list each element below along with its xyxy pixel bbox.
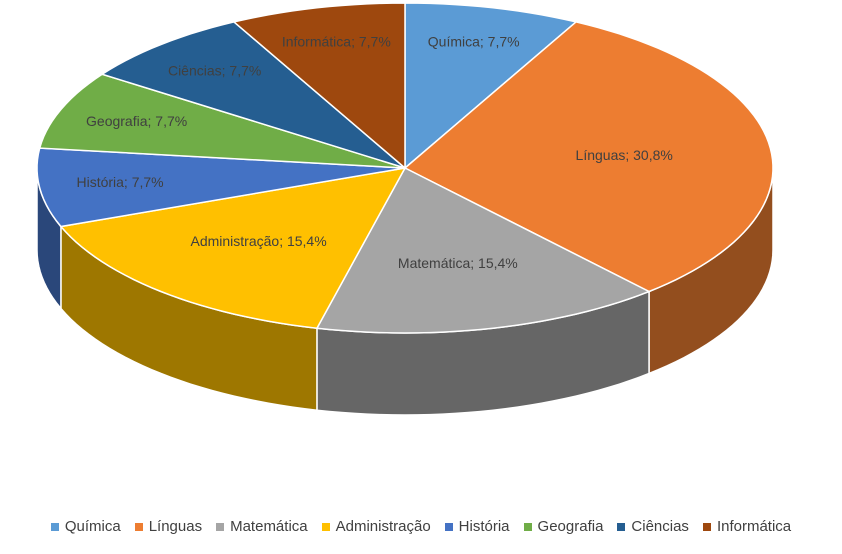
legend-label: História (458, 518, 510, 535)
legend-label: Ciências (631, 518, 689, 535)
legend-swatch (134, 522, 143, 531)
legend: Química Línguas Matemática Administração His… (0, 518, 842, 535)
data-label: Química; 7,7% (428, 34, 520, 50)
data-label: Administração; 15,4% (190, 233, 326, 249)
legend-swatch (321, 522, 330, 531)
slice (38, 73, 406, 169)
legend-swatch (50, 522, 59, 531)
legend-item: Química (50, 518, 121, 535)
slice (100, 21, 406, 169)
legend-item: Informática (702, 518, 792, 535)
legend-label: Matemática (230, 518, 308, 535)
data-label: Informática; 7,7% (282, 34, 391, 50)
slice (232, 2, 406, 170)
data-label: Línguas; 30,8% (576, 147, 673, 163)
legend-swatch (617, 522, 626, 531)
legend-label: Química (64, 518, 121, 535)
legend-swatch (444, 522, 453, 531)
legend-item: História (444, 518, 510, 535)
slice (315, 167, 651, 334)
legend-swatch (523, 522, 532, 531)
legend-label: Línguas (148, 518, 203, 535)
pie-area: Química; 7,7% Línguas; 30,8% Matemática; 1… (36, 2, 774, 416)
legend-item: Ciências (617, 518, 689, 535)
slice (59, 167, 407, 330)
slice (404, 2, 578, 170)
data-label: Geografia; 7,7% (86, 113, 187, 129)
legend-label: Informática (716, 518, 792, 535)
legend-item: Administração (321, 518, 431, 535)
data-label: Matemática; 15,4% (398, 255, 518, 271)
legend-item: Matemática (216, 518, 308, 535)
slice (403, 21, 774, 293)
legend-item: Línguas (134, 518, 203, 535)
legend-swatch (216, 522, 225, 531)
data-label: Ciências; 7,7% (168, 62, 261, 78)
legend-swatch (702, 522, 711, 531)
legend-label: Administração (335, 518, 431, 535)
slice (36, 147, 406, 228)
legend-label: Geografia (537, 518, 604, 535)
data-label: História; 7,7% (76, 174, 163, 190)
legend-item: Geografia (523, 518, 604, 535)
